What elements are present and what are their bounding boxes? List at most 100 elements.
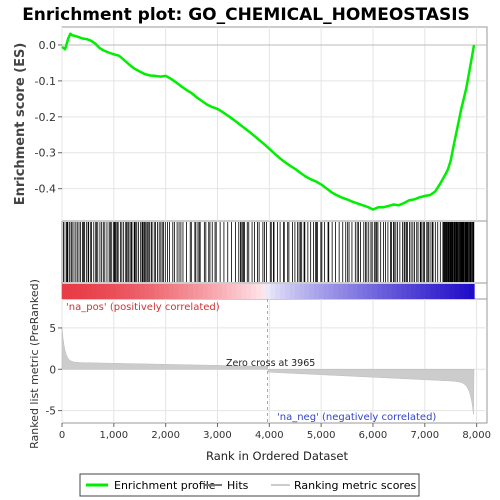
chart-title: Enrichment plot: GO_CHEMICAL_HOMEOSTASIS — [22, 5, 470, 25]
colorbar-segment-53 — [318, 284, 325, 299]
colorbar-segment-2 — [71, 284, 78, 299]
colorbar-segment-16 — [139, 284, 146, 299]
ranking-metric-area — [61, 327, 475, 415]
colorbar-segment-33 — [221, 284, 228, 299]
metric-tick-label-0: 5 — [49, 323, 56, 335]
colorbar-segment-13 — [125, 284, 131, 299]
hit-markers — [63, 222, 475, 282]
colorbar-segment-84 — [469, 284, 475, 299]
colorbar-segment-38 — [246, 284, 252, 299]
ranked-list-colorbar — [62, 284, 475, 299]
colorbar-segment-81 — [454, 284, 461, 299]
x-tick-label-0: 0 — [59, 430, 65, 441]
colorbar-segment-17 — [144, 284, 150, 299]
colorbar-segment-83 — [464, 284, 470, 299]
colorbar-segment-77 — [435, 284, 441, 299]
colorbar-segment-65 — [377, 284, 383, 299]
colorbar-segment-29 — [202, 284, 209, 299]
colorbar-segment-21 — [163, 284, 170, 299]
colorbar-segment-20 — [158, 284, 165, 299]
colorbar-segment-12 — [120, 284, 126, 299]
x-tick-label-2000: 2,000 — [151, 430, 180, 441]
enrichment-profile-line — [61, 32, 476, 211]
colorbar-segment-48 — [294, 284, 301, 299]
es-tick-label-3: -0.3 — [35, 147, 56, 160]
colorbar-segment-30 — [207, 284, 213, 299]
colorbar-segment-72 — [411, 284, 417, 299]
colorbar-segment-19 — [154, 284, 160, 299]
zero-cross-label: Zero cross at 3965 — [226, 358, 315, 369]
x-tick-label-3000: 3,000 — [203, 430, 232, 441]
metric-tick-label-1: 0 — [49, 364, 56, 376]
colorbar-segment-31 — [212, 284, 218, 299]
colorbar-segment-45 — [280, 284, 286, 299]
colorbar-segment-9 — [105, 284, 112, 299]
es-axis-label: Enrichment score (ES) — [13, 43, 28, 206]
axes-ticks: 0 1,000 2,000 3,000 4,000 5,000 6,000 7,000 8,00… — [35, 39, 491, 441]
colorbar-segment-36 — [236, 284, 242, 299]
colorbar-segment-78 — [440, 284, 446, 299]
ranking-metric-shape — [61, 327, 475, 415]
colorbar-segment-0 — [62, 284, 68, 299]
colorbar-segment-11 — [115, 284, 121, 299]
colorbar-segment-52 — [314, 284, 320, 299]
colorbar-segment-71 — [406, 284, 412, 299]
colorbar-segment-67 — [386, 284, 393, 299]
colorbar-segment-14 — [129, 284, 136, 299]
neg-correlated-label: 'na_neg' (negatively correlated) — [277, 412, 436, 423]
colorbar-segment-56 — [333, 284, 339, 299]
colorbar-segment-28 — [197, 284, 204, 299]
colorbar-segment-61 — [357, 284, 364, 299]
colorbar-segment-51 — [309, 284, 315, 299]
metric-axis-label: Ranked list metric (PreRanked) — [28, 279, 41, 449]
colorbar-segment-74 — [420, 284, 427, 299]
colorbar-segment-75 — [425, 284, 432, 299]
colorbar-segment-59 — [348, 284, 354, 299]
colorbar-segment-69 — [396, 284, 402, 299]
colorbar-segment-43 — [270, 284, 276, 299]
metric-panel-frame — [61, 298, 488, 424]
colorbar-segment-3 — [76, 284, 82, 299]
es-tick-label-1: -0.1 — [35, 75, 56, 88]
colorbar-segment-49 — [299, 284, 305, 299]
colorbar-segment-35 — [231, 284, 238, 299]
colorbar-segment-47 — [289, 284, 296, 299]
colorbar-segment-24 — [178, 284, 184, 299]
colorbar-segment-80 — [449, 284, 456, 299]
es-tick-label-0: 0.0 — [39, 39, 57, 52]
es-tick-label-4: -0.4 — [35, 183, 56, 196]
colorbar-segment-39 — [251, 284, 257, 299]
colorbar-segment-68 — [391, 284, 398, 299]
colorbar-segment-41 — [260, 284, 267, 299]
colorbar-segment-79 — [444, 284, 451, 299]
colorbar-segment-37 — [241, 284, 247, 299]
colorbar-segment-42 — [265, 284, 272, 299]
colorbar-segment-57 — [338, 284, 344, 299]
colorbar-segment-10 — [110, 284, 116, 299]
x-tick-label-4000: 4,000 — [255, 430, 284, 441]
colorbar-segment-63 — [367, 284, 373, 299]
colorbar-segment-58 — [343, 284, 349, 299]
x-tick-label-7000: 7,000 — [410, 430, 439, 441]
colorbar-segment-18 — [149, 284, 155, 299]
legend-label-hits: Hits — [227, 479, 249, 492]
x-axis-label: Rank in Ordered Dataset — [206, 449, 349, 463]
colorbar-segment-23 — [173, 284, 179, 299]
colorbar-segment-55 — [328, 284, 335, 299]
colorbar-segment-34 — [226, 284, 233, 299]
colorbar-segment-54 — [323, 284, 330, 299]
colorbar-segment-27 — [192, 284, 199, 299]
colorbar-segment-46 — [284, 284, 291, 299]
colorbar-segment-50 — [304, 284, 310, 299]
colorbar-segment-8 — [100, 284, 107, 299]
colorbar-segment-5 — [86, 284, 92, 299]
colorbar-segment-44 — [275, 284, 281, 299]
legend-box — [79, 473, 420, 497]
x-tick-label-1000: 1,000 — [100, 430, 129, 441]
colorbar-segment-60 — [352, 284, 359, 299]
colorbar-segment-66 — [381, 284, 388, 299]
colorbar-segment-22 — [168, 284, 175, 299]
colorbar-segment-82 — [459, 284, 465, 299]
colorbar-segment-76 — [430, 284, 436, 299]
